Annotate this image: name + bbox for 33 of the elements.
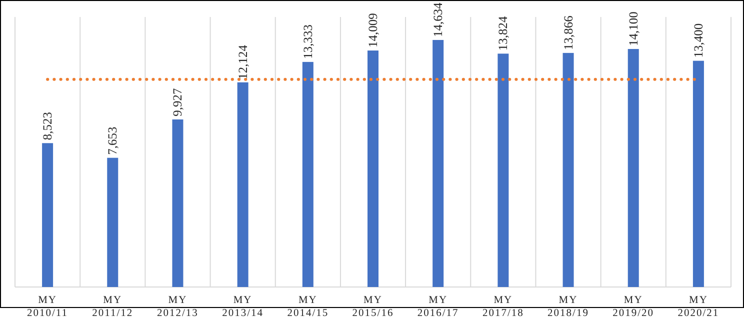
data-label: 7,653 (106, 126, 120, 155)
x-tick-label: MY 2015/16 (352, 295, 394, 319)
x-tick-label: MY 2018/19 (548, 295, 589, 319)
x-tick-label: MY 2019/20 (612, 295, 654, 319)
data-label: 14,009 (366, 13, 380, 48)
data-label: 13,824 (496, 16, 510, 51)
x-tick-label: MY 2012/13 (157, 295, 198, 319)
data-label: 14,100 (626, 12, 640, 46)
data-label: 13,866 (561, 16, 576, 50)
x-tick-label: MY 2017/18 (482, 295, 524, 319)
data-label: 8,523 (40, 112, 55, 140)
bar (692, 60, 704, 287)
bar (42, 143, 54, 287)
bar (628, 48, 639, 287)
bar (302, 62, 314, 287)
x-tick-label: MY 2020/21 (678, 295, 720, 319)
x-tick-label: MY 2011/12 (92, 295, 134, 319)
data-label: 12,124 (236, 44, 250, 80)
data-label: 9,927 (170, 88, 185, 116)
data-label: 14,634 (431, 2, 446, 37)
x-tick-label: MY 2013/14 (222, 295, 264, 319)
x-tick-label: MY 2016/17 (417, 295, 459, 319)
bar (562, 52, 574, 287)
bar (237, 82, 248, 287)
x-tick-label: MY 2010/11 (27, 295, 68, 319)
data-label: 13,400 (691, 23, 706, 58)
bar (432, 40, 444, 287)
data-label: 13,333 (300, 24, 315, 59)
bar (172, 119, 184, 287)
x-tick-label: MY 2014/15 (287, 295, 329, 319)
bar (368, 50, 378, 287)
bar (498, 54, 509, 287)
bar (107, 158, 118, 287)
